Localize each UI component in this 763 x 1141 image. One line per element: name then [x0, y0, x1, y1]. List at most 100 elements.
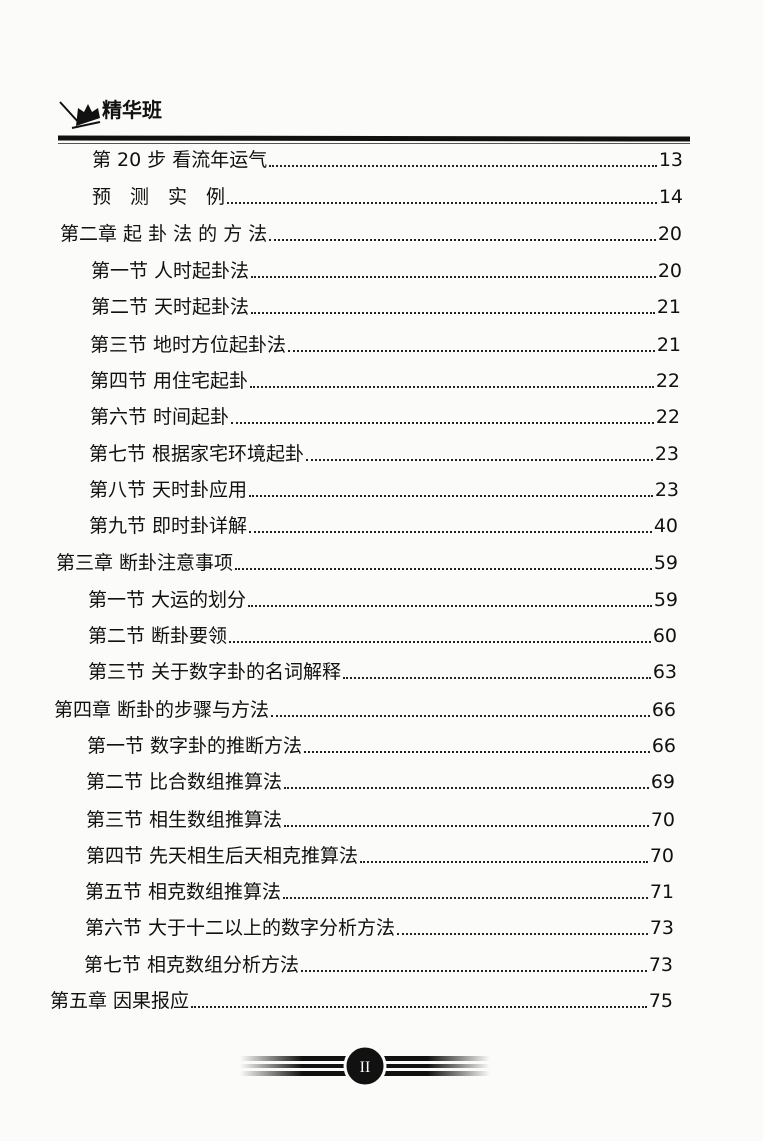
toc-entry-title: 第一节 数字卦的推断方法: [87, 735, 303, 757]
toc-entry-title: 第三章 断卦注意事项: [56, 552, 234, 574]
toc-entry-page: 73: [649, 917, 674, 939]
toc-entry-title: 第一节 人时起卦法: [91, 260, 250, 282]
page-number-ornament: II: [240, 1044, 490, 1088]
dot-leader: [271, 715, 650, 717]
toc-entry[interactable]: 第三节 关于数字卦的名词解释 63: [88, 659, 677, 685]
toc-entry-title: 第二节 天时起卦法: [91, 296, 250, 318]
toc-entry-page: 69: [650, 771, 675, 793]
toc-entry-page: 66: [651, 699, 676, 721]
toc-entry[interactable]: 预 测 实 例 14: [92, 184, 683, 210]
toc-entry-page: 20: [657, 223, 682, 245]
toc-entry[interactable]: 第七节 根据家宅环境起卦 23: [89, 441, 679, 467]
toc-entry-page: 21: [656, 296, 681, 318]
toc-entry[interactable]: 第三章 断卦注意事项 59: [56, 550, 678, 576]
toc-entry-page: 22: [655, 370, 680, 392]
dot-leader: [360, 861, 648, 863]
toc-entry-page: 21: [656, 334, 681, 356]
toc-entry-page: 71: [649, 881, 674, 903]
toc-entry-page: 66: [651, 735, 676, 757]
dot-leader: [343, 677, 651, 679]
toc-entry-title: 第九节 即时卦详解: [89, 515, 248, 537]
toc-entry-page: 59: [653, 589, 678, 611]
dot-leader: [251, 312, 655, 314]
toc-entry-page: 59: [653, 552, 678, 574]
toc-entry[interactable]: 第三节 地时方位起卦法 21: [90, 332, 681, 358]
toc-entry[interactable]: 第一节 大运的划分 59: [88, 587, 678, 613]
toc-entry-page: 70: [650, 809, 675, 831]
dot-leader: [248, 605, 652, 607]
toc-entry-page: 63: [652, 661, 677, 683]
toc-entry[interactable]: 第五节 相克数组推算法 71: [85, 879, 674, 905]
toc-entry-title: 第八节 天时卦应用: [89, 479, 248, 501]
toc-entry[interactable]: 第四章 断卦的步骤与方法 66: [54, 697, 676, 723]
dot-leader: [231, 422, 654, 424]
toc-entry-page: 22: [655, 406, 680, 428]
dot-leader: [191, 1006, 647, 1008]
toc-entry[interactable]: 第二节 断卦要领 60: [88, 623, 677, 649]
dot-leader: [249, 531, 652, 533]
dot-leader: [288, 350, 655, 352]
toc-entry-title: 第四节 先天相生后天相克推算法: [86, 845, 359, 867]
toc-entry[interactable]: 第五章 因果报应 75: [50, 988, 673, 1014]
toc-entry-page: 14: [658, 186, 683, 208]
toc-entry-title: 第七节 根据家宅环境起卦: [89, 443, 305, 465]
dot-leader: [304, 751, 650, 753]
toc-entry-title: 第五章 因果报应: [50, 990, 190, 1012]
toc-entry[interactable]: 第一节 数字卦的推断方法 66: [87, 733, 676, 759]
toc-entry[interactable]: 第二节 天时起卦法 21: [91, 294, 681, 320]
toc-entry-title: 第三节 关于数字卦的名词解释: [88, 661, 342, 683]
toc-entry-title: 第四节 用住宅起卦: [90, 370, 249, 392]
toc-entry[interactable]: 第六节 时间起卦 22: [90, 404, 680, 430]
toc-entry-title: 预 测 实 例: [92, 186, 226, 208]
page-number: II: [360, 1059, 371, 1076]
dot-leader: [229, 641, 651, 643]
header-rule: [57, 135, 691, 142]
toc-entry[interactable]: 第 20 步 看流年运气 13: [92, 147, 683, 173]
toc-entry[interactable]: 第七节 相克数组分析方法 73: [84, 952, 673, 978]
toc-entry-title: 第一节 大运的划分: [88, 589, 247, 611]
toc-entry-title: 第七节 相克数组分析方法: [84, 954, 300, 976]
toc-entry-page: 73: [648, 954, 673, 976]
toc-entry[interactable]: 第二节 比合数组推算法 69: [86, 769, 675, 795]
toc-entry[interactable]: 第八节 天时卦应用 23: [89, 477, 679, 503]
toc-entry-page: 75: [648, 990, 673, 1012]
toc-entry[interactable]: 第二章 起 卦 法 的 方 法 20: [60, 221, 682, 247]
dot-leader: [269, 165, 657, 167]
toc-entry-page: 70: [649, 845, 674, 867]
toc-entry-title: 第二章 起 卦 法 的 方 法: [60, 223, 268, 245]
header-rule-thin: [58, 143, 690, 144]
toc-entry[interactable]: 第九节 即时卦详解 40: [89, 513, 678, 539]
toc-entry-page: 13: [658, 149, 683, 171]
dot-leader: [249, 495, 653, 497]
toc-entry-title: 第二节 比合数组推算法: [86, 771, 283, 793]
toc-entry-title: 第二节 断卦要领: [88, 625, 228, 647]
dot-leader: [397, 933, 648, 935]
toc-entry-page: 60: [652, 625, 677, 647]
brand-title: 精华班: [102, 98, 162, 122]
toc-entry[interactable]: 第三节 相生数组推算法 70: [86, 807, 675, 833]
toc-entry-title: 第四章 断卦的步骤与方法: [54, 699, 270, 721]
dot-leader: [250, 386, 654, 388]
dot-leader: [235, 568, 652, 570]
toc-entry-title: 第三节 相生数组推算法: [86, 809, 283, 831]
toc-entry-page: 20: [657, 260, 682, 282]
toc-entry[interactable]: 第一节 人时起卦法 20: [91, 258, 682, 284]
toc-entry[interactable]: 第四节 用住宅起卦 22: [90, 368, 680, 394]
dot-leader: [284, 825, 649, 827]
dot-leader: [227, 202, 657, 204]
dot-leader: [306, 459, 653, 461]
toc-entry-title: 第三节 地时方位起卦法: [90, 334, 287, 356]
toc-entry-page: 23: [654, 443, 679, 465]
dot-leader: [301, 970, 647, 972]
toc-entry-title: 第五节 相克数组推算法: [85, 881, 282, 903]
book-quill-icon: [59, 101, 101, 129]
toc-entry-page: 23: [654, 479, 679, 501]
toc-entry[interactable]: 第六节 大于十二以上的数字分析方法 73: [85, 915, 674, 941]
dot-leader: [251, 276, 656, 278]
dot-leader: [269, 239, 656, 241]
dot-leader: [283, 897, 648, 899]
toc-entry[interactable]: 第四节 先天相生后天相克推算法 70: [86, 843, 674, 869]
toc-entry-page: 40: [653, 515, 678, 537]
toc-entry-title: 第六节 大于十二以上的数字分析方法: [85, 917, 396, 939]
toc-entry-title: 第六节 时间起卦: [90, 406, 230, 428]
